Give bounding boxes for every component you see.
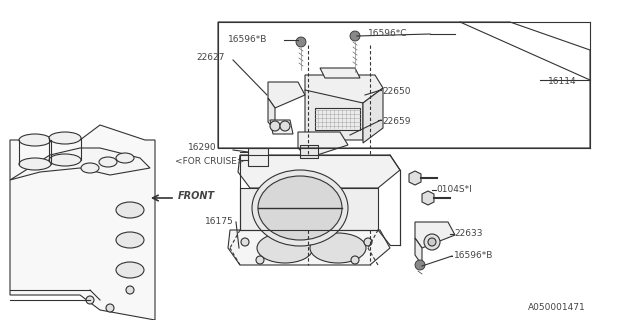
Polygon shape <box>415 238 422 265</box>
Ellipse shape <box>49 154 81 166</box>
Polygon shape <box>10 125 155 320</box>
Circle shape <box>296 37 306 47</box>
Polygon shape <box>298 132 348 158</box>
Text: A050001471: A050001471 <box>528 303 586 313</box>
Text: 22659: 22659 <box>382 117 410 126</box>
Circle shape <box>428 238 436 246</box>
Polygon shape <box>363 88 383 143</box>
Polygon shape <box>305 90 363 140</box>
Polygon shape <box>268 82 305 108</box>
Polygon shape <box>228 230 390 265</box>
Text: FRONT: FRONT <box>178 191 215 201</box>
Text: 16596*B: 16596*B <box>228 36 268 44</box>
Ellipse shape <box>310 233 366 263</box>
Ellipse shape <box>116 232 144 248</box>
Circle shape <box>256 256 264 264</box>
Circle shape <box>241 238 249 246</box>
Circle shape <box>270 121 280 131</box>
Polygon shape <box>300 145 318 158</box>
Polygon shape <box>305 75 383 103</box>
Polygon shape <box>240 188 378 230</box>
Polygon shape <box>270 120 293 134</box>
Circle shape <box>126 286 134 294</box>
Ellipse shape <box>258 176 342 240</box>
Circle shape <box>86 296 94 304</box>
Circle shape <box>364 238 372 246</box>
Text: 16175: 16175 <box>205 218 234 227</box>
Ellipse shape <box>99 157 117 167</box>
Circle shape <box>280 121 290 131</box>
Circle shape <box>106 304 114 312</box>
Ellipse shape <box>116 202 144 218</box>
Polygon shape <box>10 148 150 180</box>
Text: 16596*B: 16596*B <box>454 252 493 260</box>
Ellipse shape <box>19 158 51 170</box>
Text: 16114: 16114 <box>548 77 577 86</box>
Ellipse shape <box>116 262 144 278</box>
Text: 22627: 22627 <box>196 53 225 62</box>
Ellipse shape <box>19 134 51 146</box>
Circle shape <box>424 234 440 250</box>
Ellipse shape <box>257 233 313 263</box>
Circle shape <box>351 256 359 264</box>
Polygon shape <box>320 68 360 78</box>
Bar <box>248 148 268 166</box>
Text: 0104S*I: 0104S*I <box>436 186 472 195</box>
Bar <box>315 108 360 130</box>
Circle shape <box>415 260 425 270</box>
Polygon shape <box>422 191 434 205</box>
Text: 16290: 16290 <box>188 143 216 153</box>
Polygon shape <box>268 98 275 130</box>
Polygon shape <box>415 222 455 248</box>
Text: <FOR CRUISE>: <FOR CRUISE> <box>175 157 244 166</box>
Text: 16596*C: 16596*C <box>368 29 408 38</box>
Circle shape <box>350 31 360 41</box>
Text: 22650: 22650 <box>382 87 410 97</box>
Ellipse shape <box>116 153 134 163</box>
Polygon shape <box>238 155 400 188</box>
Ellipse shape <box>49 132 81 144</box>
Ellipse shape <box>81 163 99 173</box>
Ellipse shape <box>252 170 348 246</box>
Text: 22633: 22633 <box>454 229 483 238</box>
Polygon shape <box>409 171 421 185</box>
